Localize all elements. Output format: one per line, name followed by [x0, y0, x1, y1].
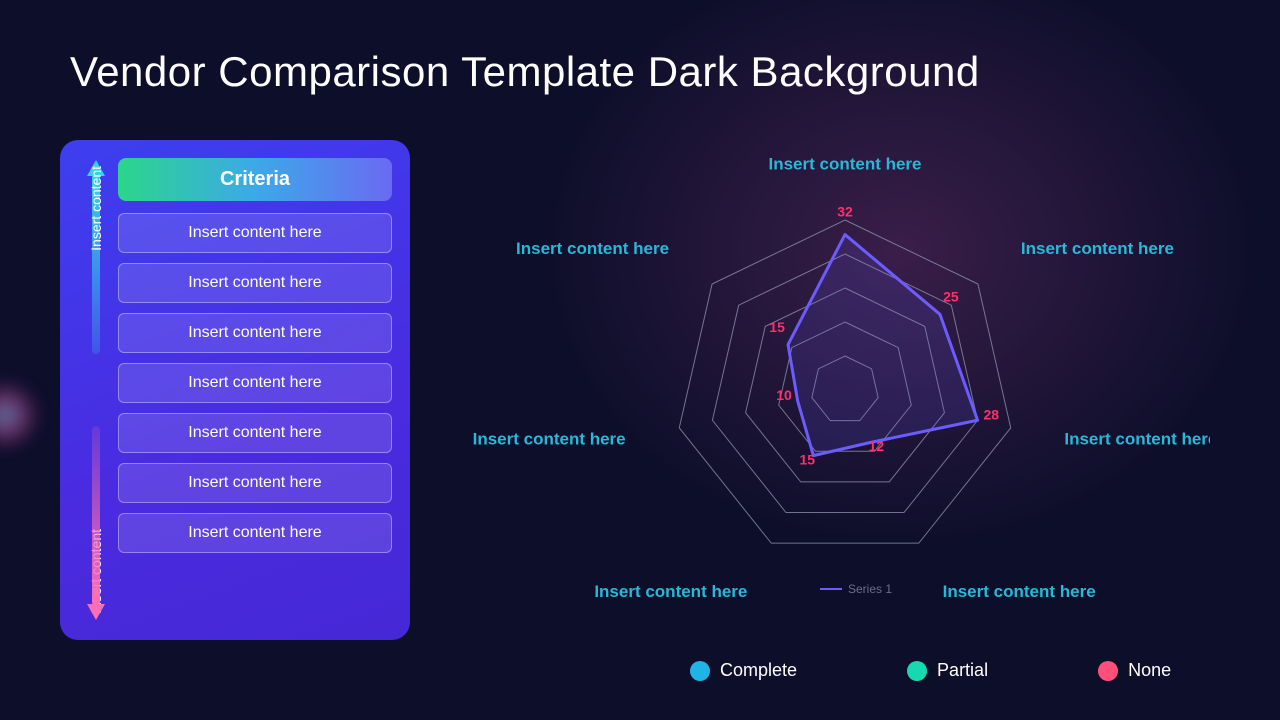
arrow-up: Insert content	[88, 160, 104, 390]
criteria-row: Insert content here	[118, 213, 392, 253]
radar-chart: Insert content here Insert content here In…	[450, 145, 1210, 615]
svg-text:28: 28	[983, 406, 999, 422]
priority-arrows: Insert content Insert content	[78, 160, 114, 620]
series-legend: Series 1	[820, 582, 892, 596]
criteria-row: Insert content here	[118, 263, 392, 303]
svg-text:Insert content here: Insert content here	[943, 582, 1096, 601]
criteria-panel: Insert content Insert content Criteria I…	[60, 140, 410, 640]
status-legend: Complete Partial None	[690, 660, 1171, 681]
decorative-orb	[0, 380, 40, 450]
svg-text:Insert content here: Insert content here	[1021, 239, 1174, 258]
svg-text:Insert content here: Insert content here	[473, 430, 626, 449]
status-item: Complete	[690, 660, 797, 681]
arrow-up-label: Insert content	[88, 166, 104, 251]
series-swatch	[820, 588, 842, 590]
status-dot-icon	[907, 661, 927, 681]
criteria-list: Insert content here Insert content here In…	[118, 213, 392, 553]
status-item: None	[1098, 660, 1171, 681]
criteria-row: Insert content here	[118, 513, 392, 553]
page-title: Vendor Comparison Template Dark Backgrou…	[70, 48, 980, 96]
status-dot-icon	[1098, 661, 1118, 681]
criteria-row: Insert content here	[118, 363, 392, 403]
series-label: Series 1	[848, 582, 892, 596]
svg-text:12: 12	[869, 438, 885, 454]
status-dot-icon	[690, 661, 710, 681]
arrow-down: Insert content	[88, 390, 104, 620]
svg-text:15: 15	[769, 319, 785, 335]
status-label: Partial	[937, 660, 988, 681]
svg-text:Insert content here: Insert content here	[594, 582, 747, 601]
status-item: Partial	[907, 660, 988, 681]
criteria-row: Insert content here	[118, 413, 392, 453]
status-label: None	[1128, 660, 1171, 681]
criteria-row: Insert content here	[118, 313, 392, 353]
criteria-header: Criteria	[118, 158, 392, 201]
status-label: Complete	[720, 660, 797, 681]
svg-text:Insert content here: Insert content here	[516, 239, 669, 258]
svg-text:Insert content here: Insert content here	[1064, 430, 1210, 449]
svg-text:25: 25	[943, 289, 959, 305]
arrow-down-icon	[87, 604, 105, 620]
svg-text:10: 10	[776, 387, 792, 403]
svg-text:Insert content here: Insert content here	[768, 154, 921, 173]
svg-text:32: 32	[837, 204, 853, 220]
criteria-row: Insert content here	[118, 463, 392, 503]
svg-text:15: 15	[800, 451, 816, 467]
